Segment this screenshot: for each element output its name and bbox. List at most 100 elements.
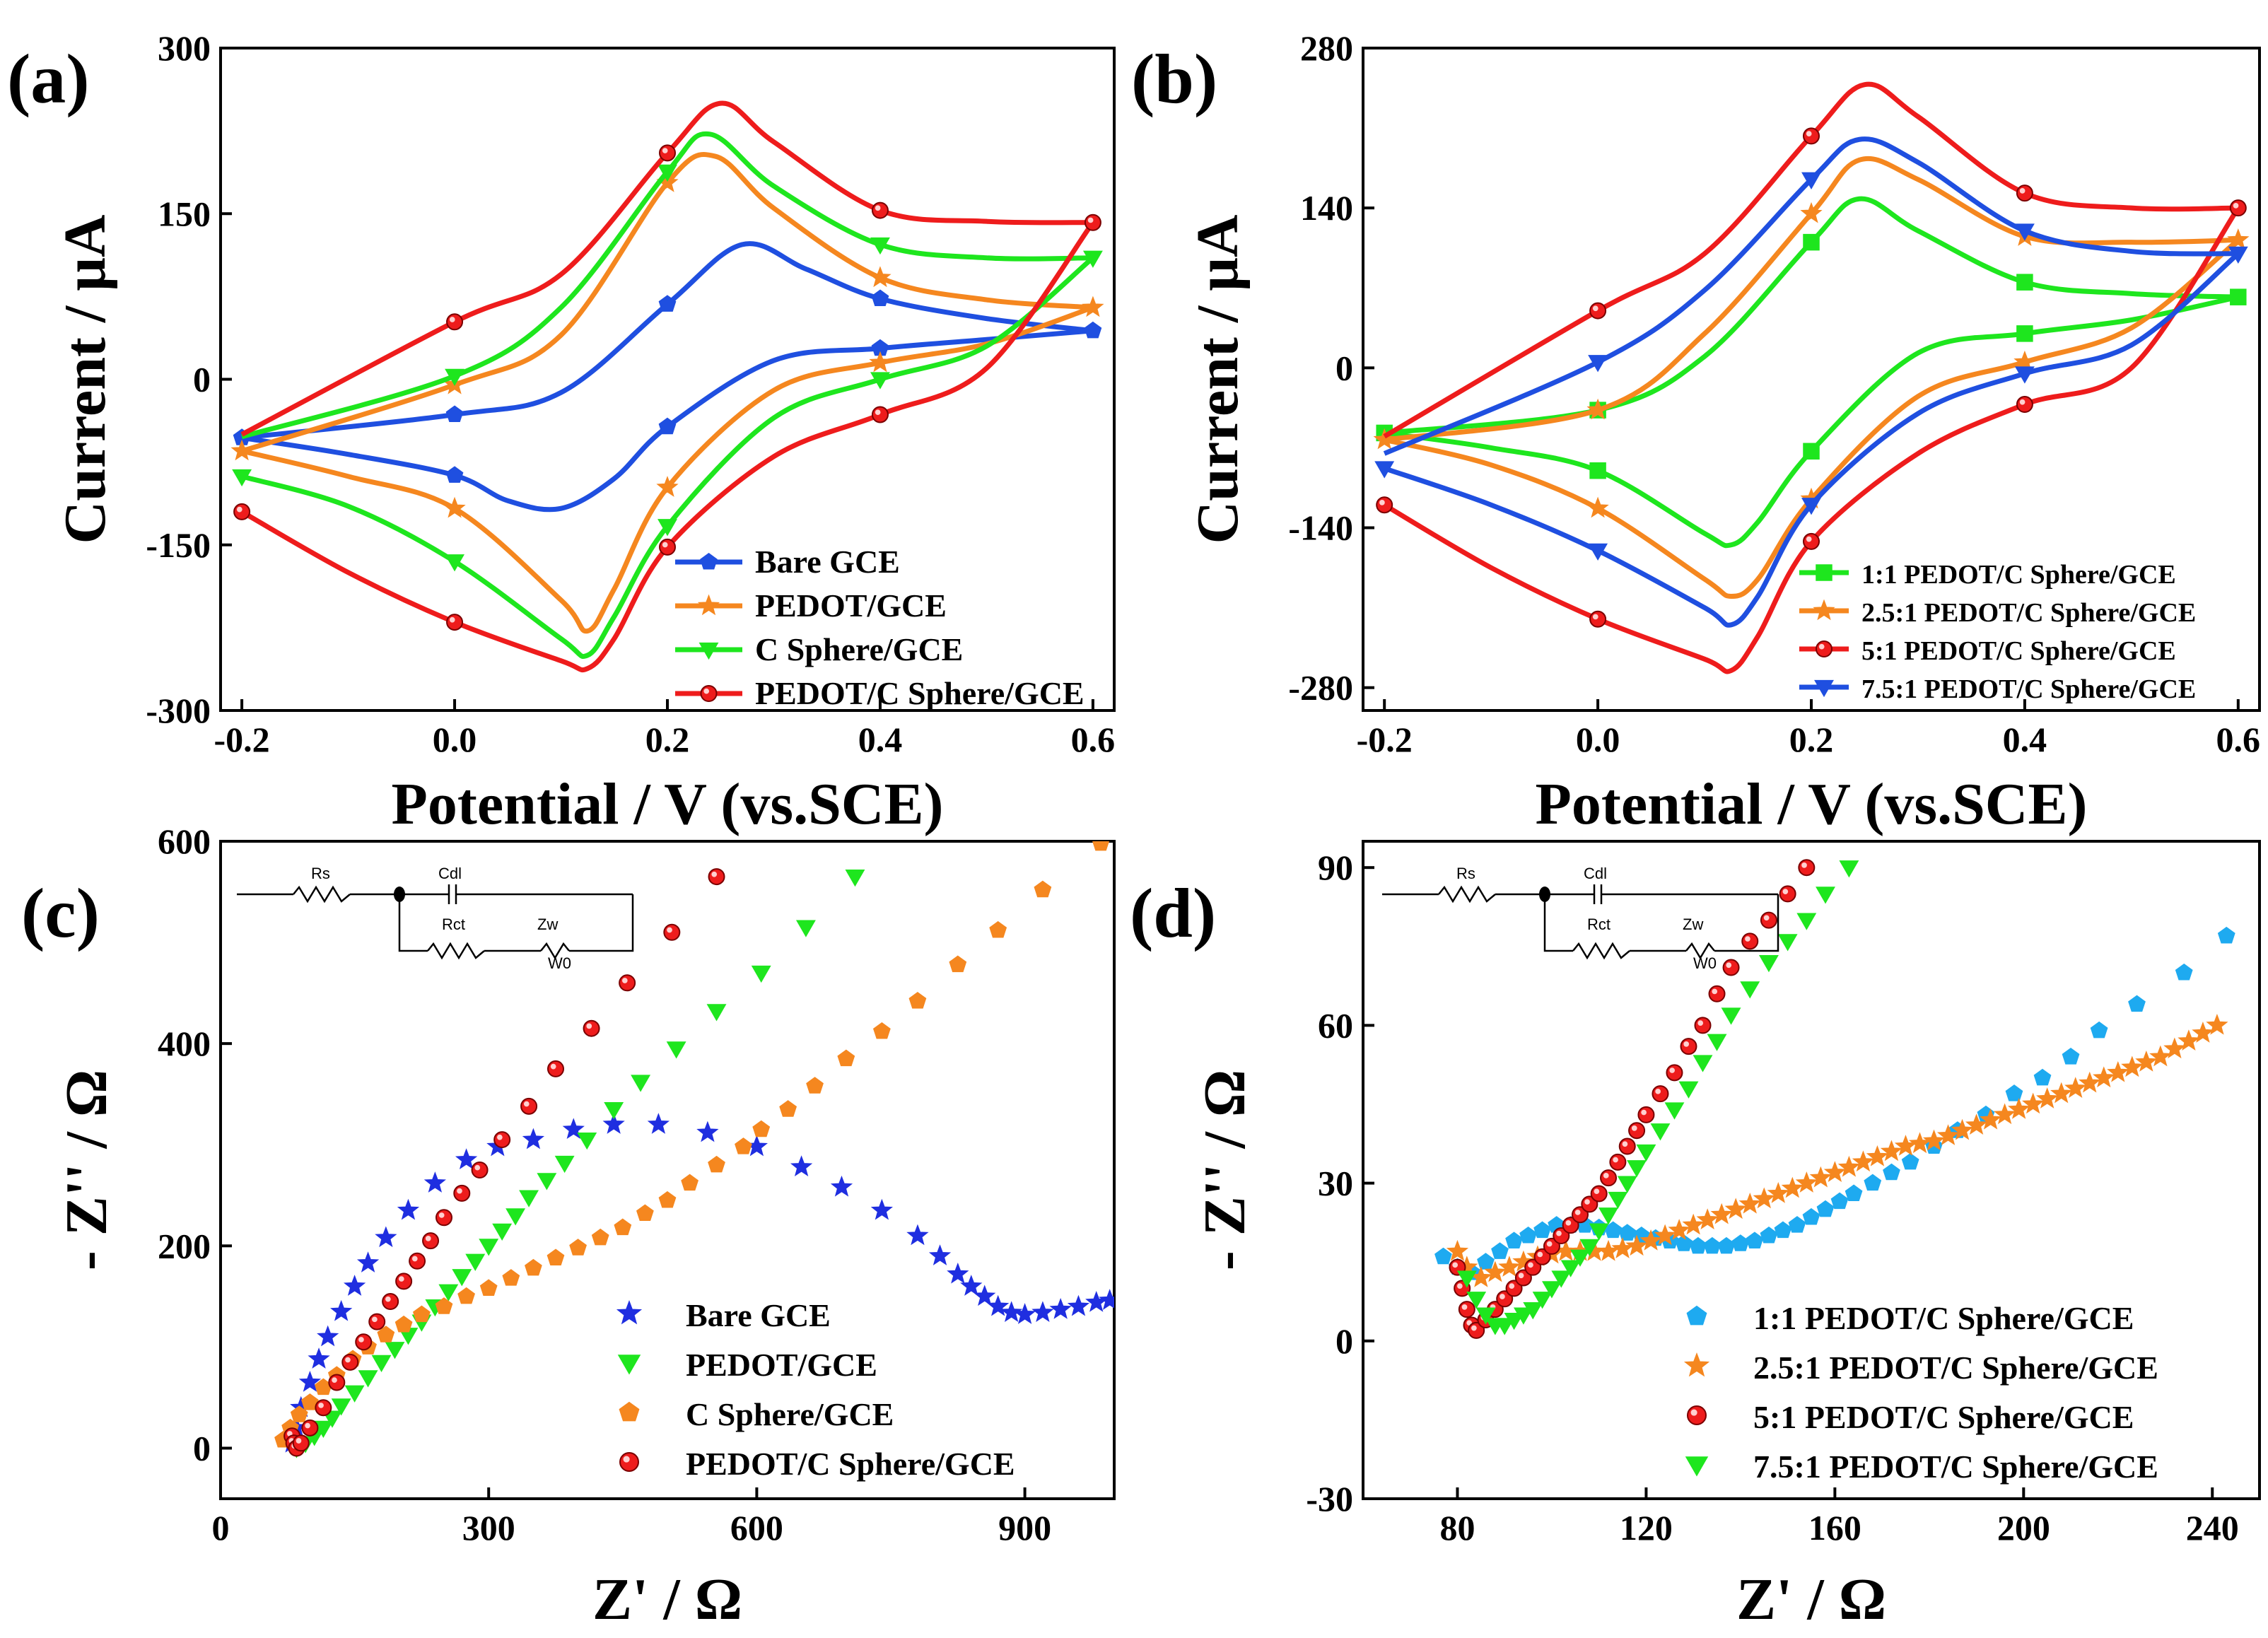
data-point (1675, 1234, 1693, 1251)
plot-frame (1362, 840, 2261, 1500)
data-point (1694, 1017, 1712, 1034)
data-point (1560, 1260, 1581, 1277)
data-point (1519, 1226, 1537, 1244)
data-point (1551, 1270, 1572, 1288)
data-point (1609, 1153, 1627, 1171)
x-tick-label: 0.0 (433, 720, 477, 759)
data-point (471, 1162, 489, 1178)
panel-d: 80 120 160 200 240 -30 0 30 60 90 Z' / Ω - Z'' / Ω (… (1130, 840, 2261, 1632)
data-point (1678, 1081, 1699, 1099)
data-point (1636, 1144, 1656, 1162)
series-1-1-pedot-c-sphere-gce (1434, 926, 2235, 1280)
y-tick-label: 0 (1335, 1321, 1353, 1361)
data-point (301, 1393, 319, 1410)
x-tick-label: 0.6 (1071, 720, 1116, 759)
marker-highlight (1603, 1173, 1609, 1178)
data-point (1618, 1224, 1637, 1241)
data-point (1680, 1038, 1697, 1055)
data-point (602, 1113, 625, 1134)
data-point (2050, 1082, 2073, 1104)
data-point (1800, 201, 1823, 223)
data-point (1000, 1301, 1023, 1323)
data-point (502, 1269, 520, 1286)
data-point (344, 1385, 365, 1403)
data-point (525, 1258, 542, 1276)
marker-highlight (1801, 862, 1807, 868)
series-7-5-1-pedot-c-sphere-gce (1374, 136, 2248, 628)
data-point (1600, 1169, 1618, 1187)
data-point (493, 1131, 511, 1149)
series-5-1-pedot-c-sphere-gce (1376, 81, 2247, 674)
marker-highlight (1669, 1067, 1676, 1073)
marker-highlight (1690, 1409, 1697, 1416)
y-tick-label: 150 (158, 194, 211, 233)
circuit-label-cdl: Cdl (1584, 865, 1607, 882)
panel-label: (c) (21, 874, 100, 952)
marker-highlight (1683, 1041, 1690, 1047)
legend-marker (1816, 564, 1832, 581)
data-point (2107, 1060, 2129, 1082)
legend-label: PEDOT/C Sphere/GCE (755, 675, 1085, 711)
circuit-label-cdl: Cdl (438, 865, 462, 882)
data-point (2005, 1084, 2023, 1101)
y-tick-label: -30 (1306, 1479, 1353, 1519)
x-tick-label: 0.0 (1576, 720, 1620, 759)
y-tick-label: 90 (1318, 848, 1353, 887)
x-tick-label: 80 (1439, 1508, 1475, 1548)
data-point (708, 868, 725, 886)
data-point (908, 992, 927, 1009)
data-point (341, 1353, 359, 1371)
data-point (358, 1370, 378, 1388)
data-point (872, 1022, 891, 1039)
series-line-anodic (1384, 156, 2238, 443)
data-point (547, 1060, 564, 1077)
data-point (987, 1294, 1010, 1316)
data-point (871, 289, 889, 307)
data-point (1777, 934, 1798, 952)
data-point (1894, 1135, 1917, 1156)
data-point (1617, 1176, 1637, 1193)
data-point (1589, 1223, 1609, 1241)
marker-highlight (875, 205, 881, 211)
data-point (1689, 1236, 1707, 1254)
series-bare-gce (281, 1113, 1114, 1453)
data-point (666, 1041, 686, 1059)
y-tick-label: 300 (158, 28, 211, 68)
data-point (2217, 926, 2235, 944)
data-point (292, 1434, 310, 1452)
y-tick-label: -280 (1288, 668, 1353, 708)
marker-highlight (550, 1063, 556, 1070)
y-tick-label: -300 (146, 691, 211, 730)
data-point (837, 1049, 855, 1067)
marker-highlight (1528, 1262, 1533, 1268)
data-point (1936, 1124, 1960, 1145)
legend-label: 2.5:1 PEDOT/C Sphere/GCE (1861, 598, 2196, 628)
circuit-label-rct: Rct (442, 915, 465, 933)
data-point (735, 1137, 752, 1154)
marker-highlight (621, 978, 628, 983)
marker-highlight (332, 1377, 337, 1383)
marker-highlight (449, 616, 455, 623)
data-point (870, 372, 890, 390)
data-point (1491, 1242, 1509, 1259)
legend-entry: C Sphere/GCE (619, 1396, 894, 1432)
data-point (681, 1174, 698, 1191)
legend-label: 2.5:1 PEDOT/C Sphere/GCE (1753, 1350, 2158, 1386)
data-point (1611, 1237, 1634, 1258)
legend-marker (700, 685, 718, 702)
marker-highlight (345, 1357, 351, 1363)
legend-label: PEDOT/GCE (686, 1347, 877, 1383)
data-point (1803, 443, 1820, 460)
data-point (1504, 1312, 1524, 1330)
data-point (1801, 172, 1821, 189)
data-point (795, 920, 816, 937)
series-line-cathodic (241, 256, 1095, 660)
circuit-label-zw: Zw (537, 915, 558, 933)
data-point (631, 1075, 651, 1092)
marker-highlight (523, 1101, 530, 1107)
legend-label: 7.5:1 PEDOT/C Sphere/GCE (1753, 1449, 2158, 1485)
data-point (562, 1118, 585, 1140)
data-point (947, 1262, 969, 1284)
data-point (1965, 1113, 1988, 1135)
